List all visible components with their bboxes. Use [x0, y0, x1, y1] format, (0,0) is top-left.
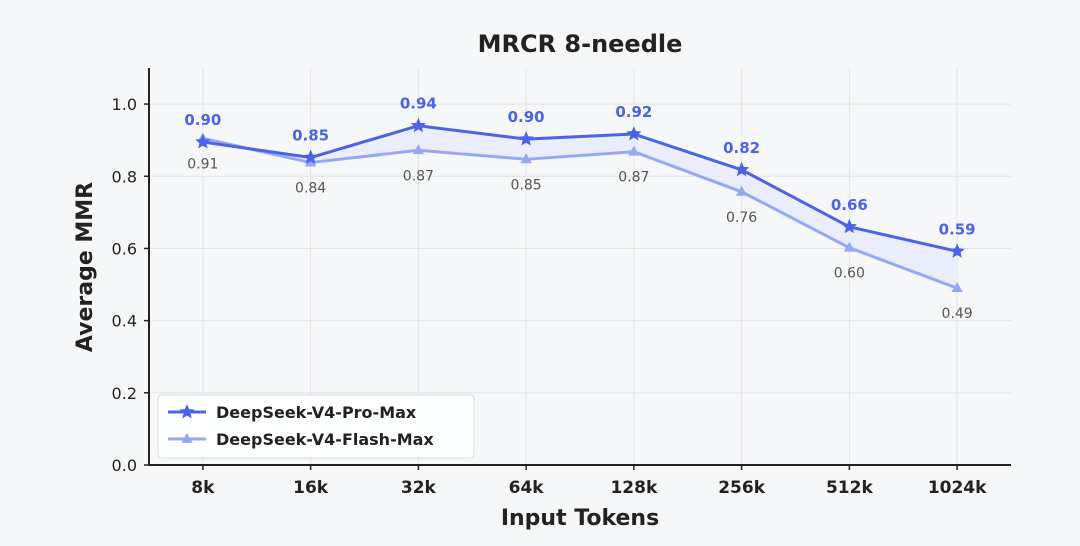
- point-pro: [518, 131, 534, 146]
- point-pro: [626, 126, 642, 141]
- data-label-pro: 0.90: [508, 108, 545, 126]
- data-label-flash: 0.60: [834, 266, 865, 282]
- point-pro: [195, 133, 211, 149]
- legend-marker-pro: [179, 404, 195, 419]
- legend-box: [157, 394, 475, 459]
- series-line-flash: [202, 136, 958, 290]
- tick-labels: 0.0 0.2 0.4 0.6 0.8 1.0 8k 16k 32k 64k 128k 256k 512…: [112, 95, 988, 498]
- fill-between-area: [202, 125, 958, 289]
- data-labels: 0.90 0.85 0.94 0.90 0.92 0.82 0.66 0.59 0.91 0.84…: [184, 95, 975, 322]
- point-flash: [520, 153, 532, 164]
- y-tick-label: 0.0: [112, 456, 137, 475]
- point-pro: [303, 149, 319, 164]
- point-flash: [843, 241, 856, 252]
- data-label-pro: 0.92: [615, 103, 652, 121]
- data-label-pro: 0.59: [939, 220, 976, 238]
- y-tick-label: 0.2: [112, 384, 137, 403]
- series-group: [195, 117, 965, 293]
- point-pro: [410, 117, 426, 133]
- x-tick-label: 8k: [191, 478, 215, 498]
- data-label-flash: 0.85: [511, 177, 542, 193]
- y-tick-label: 1.0: [112, 95, 137, 114]
- x-tick-label: 64k: [509, 478, 545, 498]
- data-label-pro: 0.85: [292, 127, 329, 145]
- x-tick-label: 32k: [401, 478, 437, 498]
- point-pro: [949, 243, 965, 258]
- x-tick-label: 1024k: [928, 478, 987, 498]
- fill-between-band: [202, 125, 958, 289]
- data-label-pro: 0.82: [723, 139, 760, 157]
- x-tick-label: 512k: [826, 478, 873, 498]
- axes: [144, 68, 1011, 470]
- data-label-flash: 0.91: [187, 156, 218, 172]
- data-label-flash: 0.49: [942, 306, 973, 322]
- point-flash: [628, 145, 640, 156]
- point-flash: [412, 144, 425, 155]
- y-axis-label: Average MMR: [73, 182, 98, 352]
- legend: DeepSeek-V4-Pro-Max DeepSeek-V4-Flash-Max: [157, 394, 475, 459]
- y-tick-label: 0.6: [112, 239, 137, 258]
- point-pro: [734, 161, 750, 177]
- x-tick-label: 256k: [718, 478, 765, 498]
- point-flash: [304, 156, 317, 167]
- x-axis-label: Input Tokens: [501, 506, 659, 531]
- x-tick-label: 16k: [293, 478, 329, 498]
- data-label-flash: 0.76: [726, 210, 757, 226]
- x-tick-label: 128k: [610, 478, 657, 498]
- y-tick-label: 0.4: [112, 312, 137, 331]
- chart-title: MRCR 8-needle: [478, 30, 683, 58]
- point-flash: [735, 185, 748, 196]
- series-line-pro: [202, 124, 958, 253]
- legend-marker-flash: [181, 433, 193, 443]
- data-label-flash: 0.87: [618, 170, 649, 186]
- y-tick-label: 0.8: [112, 167, 137, 186]
- legend-label-flash: DeepSeek-V4-Flash-Max: [216, 430, 434, 449]
- legend-label-pro: DeepSeek-V4-Pro-Max: [216, 403, 417, 422]
- point-pro: [841, 218, 857, 234]
- data-label-pro: 0.94: [400, 95, 437, 113]
- data-label-flash: 0.84: [295, 181, 326, 197]
- data-label-flash: 0.87: [403, 168, 434, 184]
- data-label-pro: 0.66: [831, 196, 868, 214]
- data-label-pro: 0.90: [184, 111, 221, 129]
- point-flash: [951, 282, 963, 293]
